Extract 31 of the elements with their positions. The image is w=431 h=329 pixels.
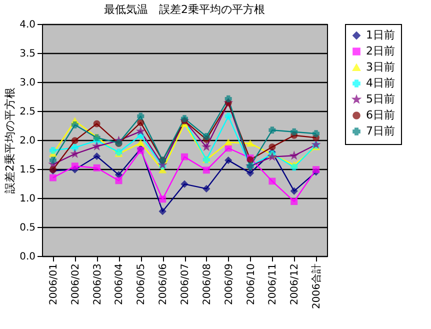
x-tick-label: 2006/01 (48, 264, 60, 306)
x-tick-label: 2006/03 (92, 264, 104, 306)
y-tick-label: 0.5 (20, 222, 36, 234)
y-axis-title: 誤差2乗平均の平方根 (4, 88, 17, 194)
x-tick-label: 2006/07 (180, 264, 191, 306)
x-tick-label: 2006/02 (70, 264, 82, 306)
legend-label: 3日前 (366, 60, 395, 74)
legend-label: 1日前 (366, 28, 395, 42)
y-tick-label: 1.5 (20, 164, 36, 176)
y-tick-label: 3.0 (20, 78, 36, 88)
y-tick-label: 3.5 (20, 48, 36, 60)
y-tick-label: 2.5 (20, 106, 36, 118)
y-tick-label: 1.0 (20, 194, 36, 204)
x-tick-label: 2006/10 (246, 264, 257, 306)
y-tick-label: 4.0 (20, 20, 36, 30)
x-tick-label: 2006/12 (290, 264, 301, 306)
legend-label: 6日前 (366, 108, 395, 122)
x-tick-label: 2006/04 (114, 264, 126, 306)
chart-title: 最低気温 誤差2乗平均の平方根 (104, 3, 265, 16)
x-tick-label: 2006/08 (202, 264, 213, 306)
x-tick-label: 2006/06 (158, 264, 170, 306)
y-tick-label: 2.0 (20, 136, 36, 146)
x-tick-label: 2006/11 (268, 264, 279, 306)
x-tick-label: 2006合計 (310, 264, 323, 309)
legend-label: 5日前 (366, 92, 395, 106)
legend-label: 2日前 (366, 44, 395, 58)
y-tick-label: 0.0 (20, 252, 36, 262)
x-tick-label: 2006/05 (136, 264, 148, 306)
legend-label: 7日前 (366, 124, 395, 138)
x-tick-label: 2006/09 (224, 264, 235, 306)
legend-label: 4日前 (366, 76, 395, 90)
